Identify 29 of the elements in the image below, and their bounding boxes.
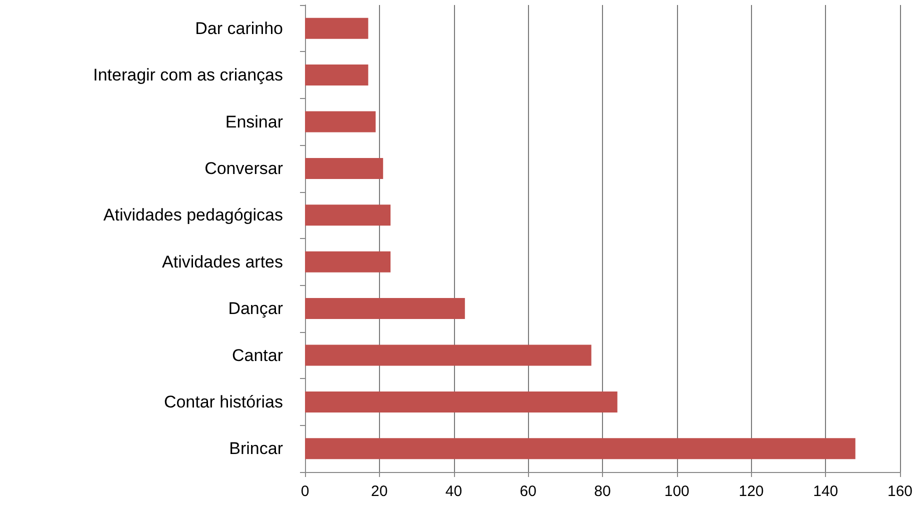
x-tick-label: 20 (371, 483, 388, 500)
y-tick-label: Atividades artes (162, 252, 283, 272)
x-tick-label: 120 (738, 483, 764, 500)
y-tick-label: Contar histórias (164, 392, 283, 412)
bar (305, 64, 368, 86)
bar (305, 158, 384, 179)
bar (305, 298, 465, 320)
bar (305, 251, 391, 272)
x-tick-label: 80 (594, 483, 611, 500)
y-tick-label: Ensinar (225, 112, 284, 132)
bar (305, 438, 856, 460)
y-tick-label: Cantar (232, 346, 284, 365)
y-tick-label: Conversar (204, 158, 284, 178)
bar (305, 111, 376, 132)
bar (305, 391, 618, 412)
y-tick-label: Dançar (228, 299, 284, 318)
x-tick-label: 60 (520, 483, 536, 500)
y-tick-label: Brincar (229, 439, 284, 458)
y-tick-label: Interagir com as crianças (93, 66, 283, 85)
x-tick-label: 140 (813, 483, 838, 500)
y-tick-label: Dar carinho (195, 18, 283, 38)
bar (305, 204, 391, 226)
bar (305, 344, 592, 366)
x-tick-label: 0 (300, 483, 310, 500)
x-tick-label: 100 (664, 483, 690, 500)
y-tick-label: Atividades pedagógicas (103, 206, 283, 225)
bar (305, 18, 368, 39)
x-tick-label: 160 (887, 483, 913, 500)
x-tick-label: 40 (445, 483, 462, 500)
